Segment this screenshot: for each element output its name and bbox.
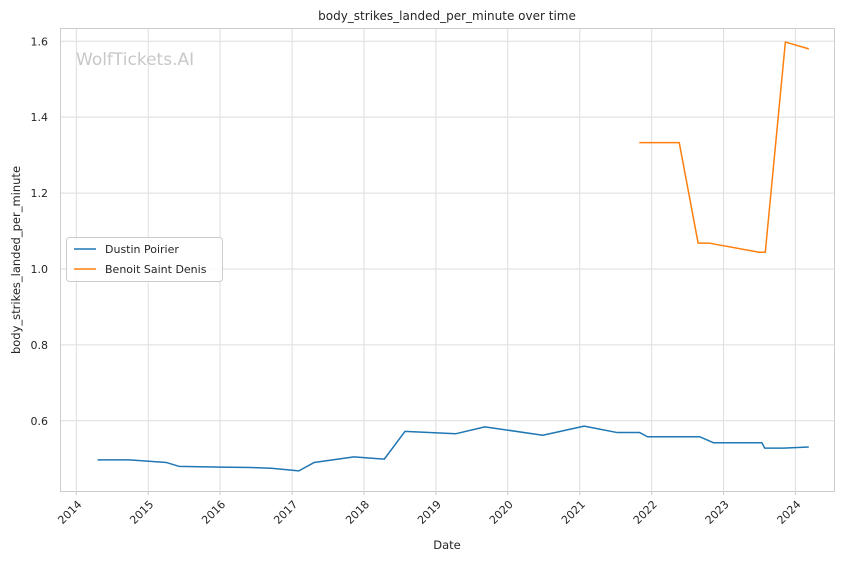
y-tick-label-1.6: 1.6 [31, 35, 49, 48]
y-tick-label-1.2: 1.2 [31, 187, 49, 200]
data-point-dustin-poirier-14 [542, 434, 544, 436]
y-axis-label: body_strikes_landed_per_minute [9, 166, 23, 354]
series-line-dustin-poirier [97, 425, 809, 472]
grid [60, 28, 834, 491]
series-line-benoit-saint-denis [639, 41, 810, 254]
data-point-dustin-poirier-3 [178, 466, 180, 468]
data-point-dustin-poirier-12 [455, 433, 457, 435]
data-point-dustin-poirier-4 [219, 466, 221, 468]
y-axis-ticks: 0.6 0.8 1.0 1.2 1.4 1.6 [31, 35, 49, 428]
y-tick-label-1.4: 1.4 [31, 111, 49, 124]
data-point-dustin-poirier-24 [808, 446, 810, 448]
data-point-dustin-poirier-1 [129, 459, 131, 461]
data-point-dustin-poirier-20 [713, 442, 715, 444]
y-tick-label-0.8: 0.8 [31, 339, 49, 352]
legend: Dustin Poirier Benoit Saint Denis [66, 237, 223, 282]
legend-label-benoit-saint-denis: Benoit Saint Denis [105, 263, 207, 276]
data-point-dustin-poirier-23 [783, 447, 785, 449]
data-point-benoit-saint-denis-2 [697, 242, 699, 244]
data-point-benoit-saint-denis-4 [758, 251, 760, 253]
data-point-dustin-poirier-18 [647, 436, 649, 438]
data-point-benoit-saint-denis-3 [709, 242, 711, 244]
y-tick-label-1.0: 1.0 [31, 263, 49, 276]
data-point-dustin-poirier-22 [764, 447, 766, 449]
plot-frame [60, 28, 835, 492]
watermark: WolfTickets.AI [76, 50, 194, 70]
data-point-benoit-saint-denis-5 [764, 251, 766, 253]
legend-label-dustin-poirier: Dustin Poirier [105, 243, 179, 256]
data-point-dustin-poirier-7 [298, 470, 300, 472]
data-point-dustin-poirier-2 [166, 462, 168, 464]
data-point-benoit-saint-denis-0 [638, 142, 640, 144]
y-tick-label-0.6: 0.6 [31, 415, 49, 428]
chart-title: body_strikes_landed_per_minute over time [318, 9, 576, 23]
data-point-dustin-poirier-9 [353, 456, 355, 458]
data-point-dustin-poirier-0 [97, 459, 99, 461]
data-point-benoit-saint-denis-7 [808, 48, 810, 50]
data-point-dustin-poirier-10 [383, 458, 385, 460]
data-point-dustin-poirier-5 [250, 467, 252, 469]
data-point-dustin-poirier-16 [616, 432, 618, 434]
data-point-dustin-poirier-19 [699, 436, 701, 438]
data-point-benoit-saint-denis-1 [678, 142, 680, 144]
data-point-benoit-saint-denis-6 [785, 41, 787, 43]
data-point-dustin-poirier-11 [404, 431, 406, 433]
data-point-dustin-poirier-6 [270, 467, 272, 469]
legend-box [66, 237, 223, 282]
data-point-dustin-poirier-15 [583, 425, 585, 427]
data-point-dustin-poirier-8 [313, 462, 315, 464]
data-point-dustin-poirier-21 [761, 442, 763, 444]
data-point-dustin-poirier-17 [639, 432, 641, 434]
series-layer [97, 41, 810, 472]
data-point-dustin-poirier-13 [484, 426, 486, 428]
x-axis-label: Date [433, 538, 461, 552]
